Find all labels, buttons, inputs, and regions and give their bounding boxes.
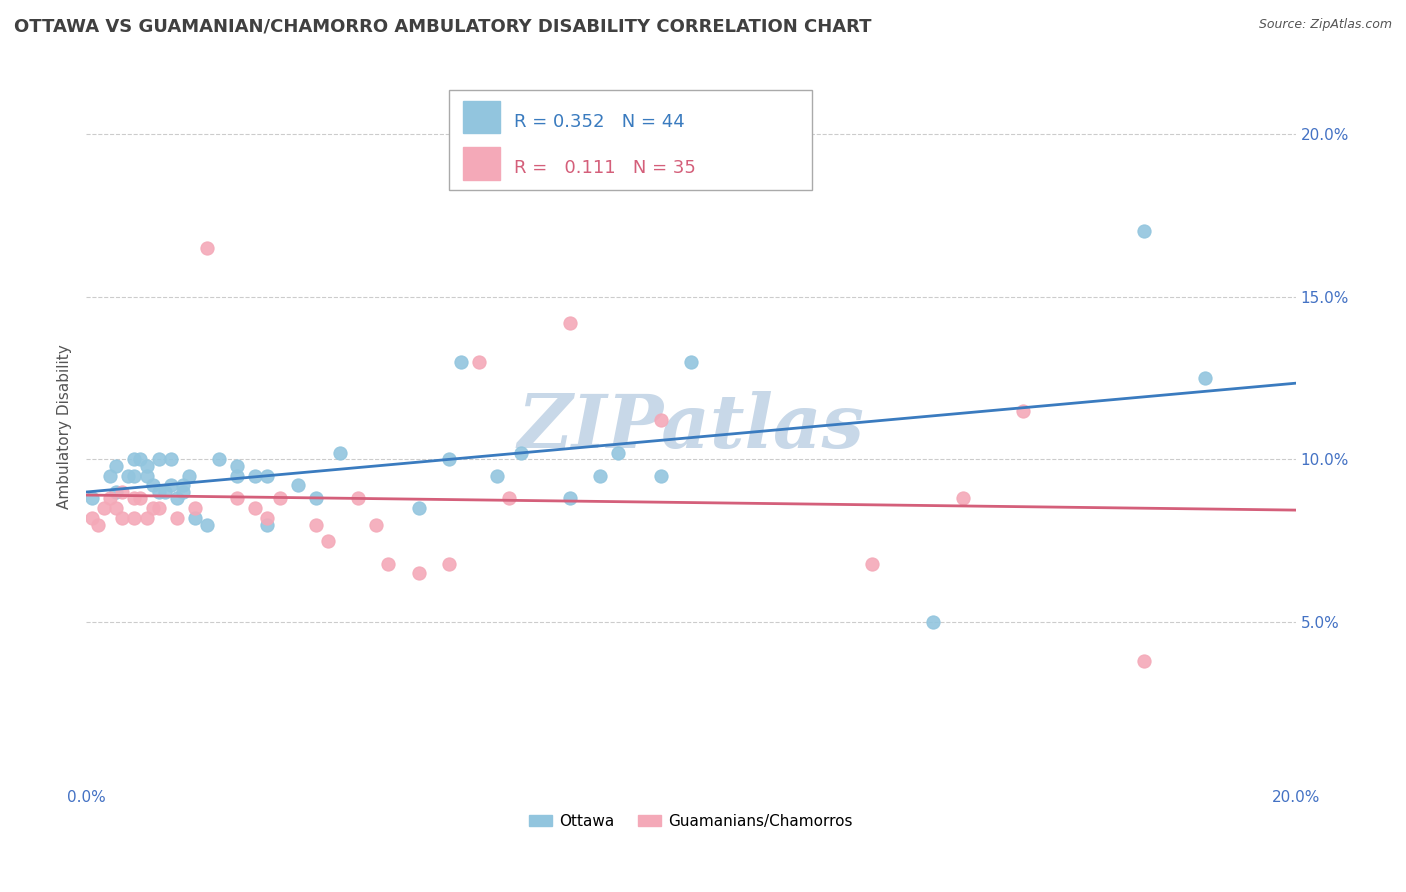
Point [860, 557, 883, 571]
Point [305, 517, 328, 532]
Point [184, 501, 207, 516]
Point [650, 468, 672, 483]
Point [287, 478, 309, 492]
Point [148, 485, 170, 500]
Point [437, 557, 460, 571]
Point [135, 511, 157, 525]
Point [558, 316, 581, 330]
Point [245, 468, 267, 483]
Point [195, 241, 218, 255]
Point [510, 446, 533, 460]
Point [256, 468, 278, 483]
Point [1012, 403, 1035, 417]
Point [408, 501, 430, 516]
Point [159, 478, 181, 492]
Point [408, 566, 430, 581]
Point [921, 615, 943, 630]
Point [111, 485, 134, 500]
Point [208, 452, 231, 467]
Point [142, 501, 165, 516]
Point [82, 491, 104, 506]
Point [1133, 654, 1156, 668]
Point [105, 501, 128, 516]
Point [153, 485, 176, 500]
Point [952, 491, 974, 506]
Point [105, 485, 128, 500]
Point [607, 446, 630, 460]
Point [172, 478, 194, 492]
Point [105, 458, 128, 473]
Point [226, 491, 249, 506]
Point [226, 468, 249, 483]
Point [679, 354, 702, 368]
Point [184, 511, 207, 525]
Point [245, 501, 267, 516]
Text: OTTAWA VS GUAMANIAN/CHAMORRO AMBULATORY DISABILITY CORRELATION CHART: OTTAWA VS GUAMANIAN/CHAMORRO AMBULATORY … [14, 18, 872, 36]
Point [93, 501, 115, 516]
Point [135, 468, 157, 483]
Point [316, 533, 339, 548]
Point [98, 491, 121, 506]
Point [87, 517, 110, 532]
Legend: Ottawa, Guamanians/Chamorros: Ottawa, Guamanians/Chamorros [523, 807, 859, 835]
Point [269, 491, 291, 506]
Point [124, 468, 146, 483]
Point [226, 458, 249, 473]
Point [129, 491, 152, 506]
Point [166, 491, 188, 506]
FancyBboxPatch shape [464, 101, 499, 134]
Point [129, 452, 152, 467]
Point [366, 517, 388, 532]
Point [124, 452, 146, 467]
Point [148, 452, 170, 467]
Point [377, 557, 399, 571]
Text: ZIPatlas: ZIPatlas [517, 391, 865, 463]
Point [166, 511, 188, 525]
Point [1133, 224, 1156, 238]
Point [82, 511, 104, 525]
Y-axis label: Ambulatory Disability: Ambulatory Disability [58, 344, 72, 509]
Text: Source: ZipAtlas.com: Source: ZipAtlas.com [1258, 18, 1392, 31]
Point [256, 517, 278, 532]
Point [148, 501, 170, 516]
Point [450, 354, 472, 368]
Point [305, 491, 328, 506]
Point [124, 511, 146, 525]
Point [347, 491, 370, 506]
Point [159, 452, 181, 467]
Point [177, 468, 200, 483]
Point [111, 511, 134, 525]
Point [117, 468, 139, 483]
Point [256, 511, 278, 525]
Point [124, 491, 146, 506]
Point [135, 458, 157, 473]
Text: R =   0.111   N = 35: R = 0.111 N = 35 [515, 160, 696, 178]
Point [558, 491, 581, 506]
Point [437, 452, 460, 467]
Point [498, 491, 520, 506]
Point [1194, 371, 1216, 385]
Point [589, 468, 612, 483]
Point [650, 413, 672, 427]
Point [195, 517, 218, 532]
Point [486, 468, 509, 483]
FancyBboxPatch shape [449, 90, 811, 190]
Point [329, 446, 352, 460]
FancyBboxPatch shape [464, 147, 499, 179]
Point [468, 354, 491, 368]
Point [172, 485, 194, 500]
Point [142, 478, 165, 492]
Point [98, 468, 121, 483]
Text: R = 0.352   N = 44: R = 0.352 N = 44 [515, 113, 685, 131]
